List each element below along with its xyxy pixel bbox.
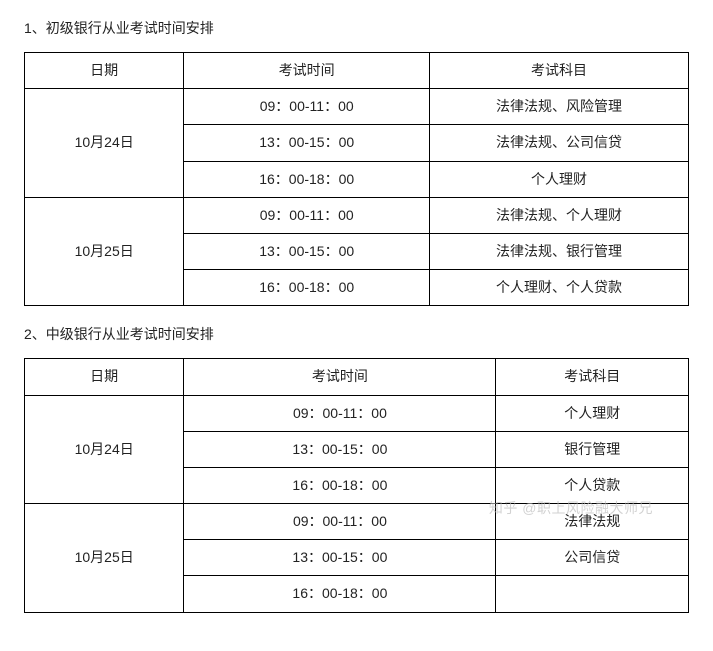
cell-subject: 法律法规、个人理财 <box>430 197 689 233</box>
cell-subject: 个人贷款 <box>496 467 689 503</box>
cell-time: 13：00-15：00 <box>184 540 496 576</box>
cell-time: 13：00-15：00 <box>184 125 430 161</box>
cell-time: 16：00-18：00 <box>184 270 430 306</box>
table-junior: 日期 考试时间 考试科目 10月24日 09：00-11：00 法律法规、风险管… <box>24 52 689 306</box>
cell-subject: 个人理财 <box>430 161 689 197</box>
cell-time: 16：00-18：00 <box>184 467 496 503</box>
header-time: 考试时间 <box>184 53 430 89</box>
cell-subject: 银行管理 <box>496 431 689 467</box>
cell-subject: 法律法规、风险管理 <box>430 89 689 125</box>
cell-time: 13：00-15：00 <box>184 431 496 467</box>
header-time: 考试时间 <box>184 359 496 395</box>
cell-time: 13：00-15：00 <box>184 233 430 269</box>
cell-subject: 法律法规、银行管理 <box>430 233 689 269</box>
table-row: 10月24日 09：00-11：00 个人理财 <box>25 395 689 431</box>
cell-subject: 个人理财 <box>496 395 689 431</box>
section2-title: 2、中级银行从业考试时间安排 <box>24 324 689 344</box>
cell-time: 16：00-18：00 <box>184 161 430 197</box>
table-header-row: 日期 考试时间 考试科目 <box>25 53 689 89</box>
cell-subject: 个人理财、个人贷款 <box>430 270 689 306</box>
header-subject: 考试科目 <box>430 53 689 89</box>
cell-subject: 公司信贷 <box>496 540 689 576</box>
table-row: 10月25日 09：00-11：00 法律法规、个人理财 <box>25 197 689 233</box>
cell-subject: 法律法规 <box>496 504 689 540</box>
table-row: 10月24日 09：00-11：00 法律法规、风险管理 <box>25 89 689 125</box>
cell-date: 10月24日 <box>25 395 184 504</box>
section1-title: 1、初级银行从业考试时间安排 <box>24 18 689 38</box>
cell-subject <box>496 576 689 612</box>
table-row: 10月25日 09：00-11：00 法律法规 <box>25 504 689 540</box>
header-date: 日期 <box>25 359 184 395</box>
cell-subject: 法律法规、公司信贷 <box>430 125 689 161</box>
cell-time: 09：00-11：00 <box>184 395 496 431</box>
cell-time: 09：00-11：00 <box>184 504 496 540</box>
header-date: 日期 <box>25 53 184 89</box>
cell-date: 10月25日 <box>25 197 184 306</box>
table-intermediate: 日期 考试时间 考试科目 10月24日 09：00-11：00 个人理财 13：… <box>24 358 689 612</box>
table-header-row: 日期 考试时间 考试科目 <box>25 359 689 395</box>
cell-time: 09：00-11：00 <box>184 89 430 125</box>
cell-time: 09：00-11：00 <box>184 197 430 233</box>
cell-date: 10月24日 <box>25 89 184 198</box>
header-subject: 考试科目 <box>496 359 689 395</box>
cell-date: 10月25日 <box>25 504 184 613</box>
cell-time: 16：00-18：00 <box>184 576 496 612</box>
